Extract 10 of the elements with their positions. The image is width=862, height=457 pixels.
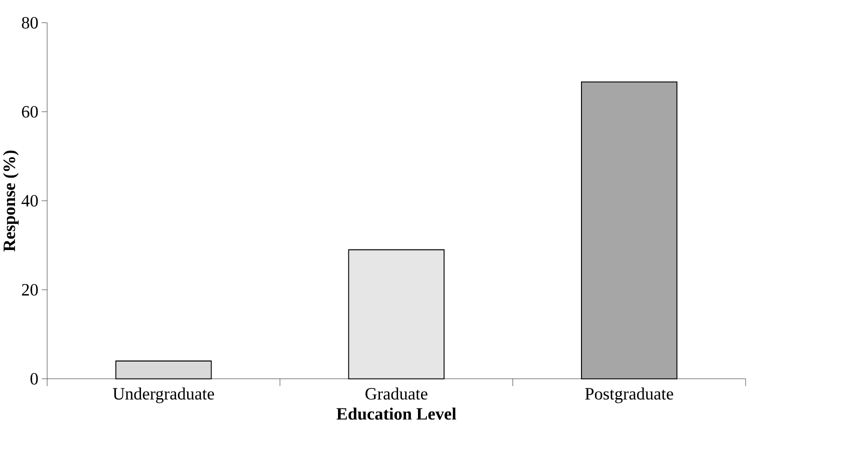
x-tick-label: Undergraduate [112, 387, 214, 404]
y-tick-label: 80 [22, 16, 38, 29]
y-tick-label: 0 [30, 372, 38, 385]
x-tick-label: Graduate [366, 387, 428, 400]
x-axis-title: Education Level [336, 408, 456, 420]
y-tick-label: 20 [22, 284, 38, 296]
y-axis-title: Response (%) [3, 150, 19, 252]
y-tick-label: 60 [22, 106, 38, 118]
x-tick-label: Postgraduate [585, 387, 674, 404]
y-tick-label: 40 [22, 194, 38, 207]
